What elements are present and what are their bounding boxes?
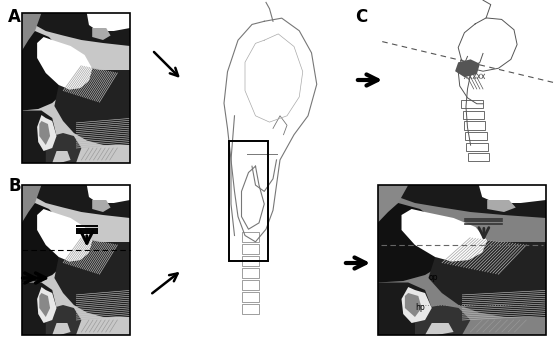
Polygon shape [378,203,454,283]
Polygon shape [402,209,487,262]
Bar [242,268,259,278]
Polygon shape [52,151,70,163]
Polygon shape [479,185,546,203]
Bar [242,292,259,302]
Polygon shape [378,185,546,335]
Polygon shape [46,133,81,163]
Text: C: C [355,8,367,26]
Polygon shape [92,200,111,212]
Bar [468,153,489,161]
Polygon shape [487,200,516,212]
Polygon shape [428,240,546,317]
Polygon shape [37,287,57,323]
Polygon shape [39,121,50,145]
Polygon shape [402,287,432,323]
Polygon shape [52,323,70,335]
Bar [242,232,259,242]
Polygon shape [22,185,130,218]
Polygon shape [92,28,111,40]
Polygon shape [378,185,408,223]
Polygon shape [378,283,432,335]
Bar [465,132,487,140]
Bar [22,13,130,163]
Polygon shape [54,240,130,317]
Polygon shape [37,115,57,151]
Text: A: A [8,8,21,26]
Bar [242,256,259,266]
Text: op: op [428,274,438,283]
Polygon shape [378,185,546,335]
Bar [22,185,130,335]
Polygon shape [22,185,42,223]
Polygon shape [415,305,470,335]
Bar [461,100,483,108]
Polygon shape [37,209,92,262]
Polygon shape [39,293,50,317]
Bar [466,143,488,151]
Polygon shape [455,59,480,77]
Polygon shape [22,31,70,110]
Polygon shape [87,13,130,31]
Text: hp: hp [415,304,425,313]
Bar [378,185,546,335]
Bar [242,304,259,314]
Polygon shape [87,185,130,203]
Polygon shape [22,110,57,163]
Polygon shape [37,37,92,89]
Bar [464,121,485,129]
Polygon shape [22,185,130,335]
Polygon shape [22,283,57,335]
Text: B: B [8,177,20,195]
Polygon shape [22,13,42,50]
Polygon shape [46,305,81,335]
Polygon shape [378,185,546,218]
Bar [242,244,259,254]
Polygon shape [22,203,70,283]
Bar [463,111,484,119]
Bar [242,280,259,290]
Polygon shape [22,13,130,163]
Polygon shape [405,293,422,317]
Polygon shape [22,13,130,46]
Polygon shape [54,69,130,145]
Bar [229,141,268,261]
Polygon shape [425,323,454,335]
